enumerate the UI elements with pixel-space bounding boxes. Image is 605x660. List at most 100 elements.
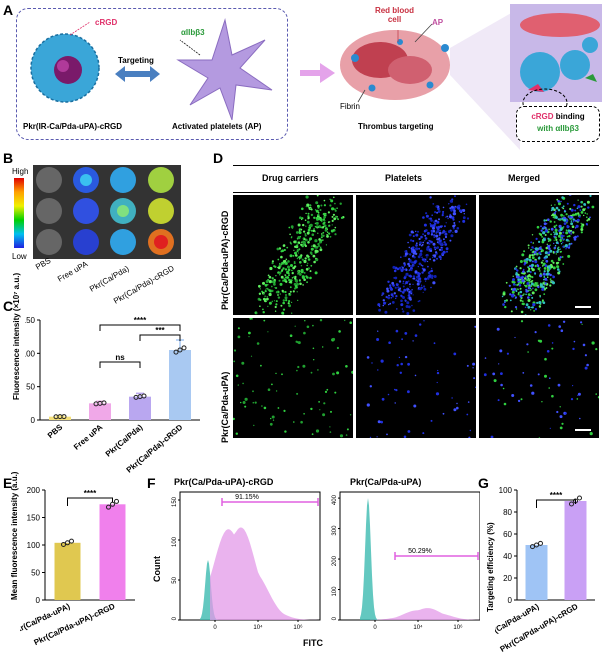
- f-title-2: Pkr(Ca/Pda-uPA): [350, 477, 422, 487]
- data-point: [65, 540, 70, 546]
- y-tick-label: 20: [503, 574, 512, 583]
- panel-d-label: D: [213, 150, 224, 166]
- micro-merged-crgd: [479, 195, 599, 315]
- significance-label: ****: [134, 316, 147, 325]
- significance-bracket: [536, 499, 576, 508]
- chart-c: 050100150PBSFree uPAPkr(Ca/Pda)Pkr(Ca/Pd…: [25, 316, 200, 475]
- x-tick-label: 10⁶: [453, 624, 463, 631]
- y-tick-label: 0: [36, 596, 41, 605]
- data-point: [106, 504, 111, 510]
- y-tick-label: 100: [332, 586, 338, 597]
- x-tick-label: 10⁴: [413, 624, 423, 631]
- fibrin-label: Fibrin: [340, 102, 361, 111]
- y-tick-label: 200: [332, 555, 338, 566]
- gate-percent: 91.15%: [235, 494, 259, 501]
- thrombus-arrow-icon: [300, 63, 335, 83]
- f-xlabel: FITC: [303, 638, 323, 648]
- d-col-merged: Merged: [508, 173, 541, 183]
- y-tick-label: 100: [27, 541, 41, 550]
- bar: [169, 350, 191, 420]
- bar: [129, 396, 151, 420]
- data-point: [538, 540, 543, 546]
- b-col-freeupa: Free uPA: [56, 259, 90, 284]
- y-tick-label: 100: [25, 349, 36, 358]
- micro-drug-crgd: [233, 195, 353, 315]
- bar: [89, 403, 111, 420]
- d-col-drug: Drug carriers: [262, 173, 319, 183]
- significance-bracket: [139, 334, 181, 341]
- y-tick-label: 0: [508, 596, 513, 605]
- integrin-label: αIIbβ3: [181, 28, 205, 37]
- significance-label: ****: [84, 489, 97, 498]
- x-tick-label: 10⁴: [253, 624, 263, 631]
- micro-platelet-upa: [356, 318, 476, 438]
- x-tick-label: Pkr(Ca/Pda-uPA)-cRGD: [33, 602, 117, 648]
- nanoparticle-label: Pkr(IR-Ca/Pda-uPA)-cRGD: [23, 122, 122, 131]
- fluorescence-image: [33, 165, 181, 259]
- panel-c-label: C: [3, 298, 14, 314]
- x-tick-label: PBS: [46, 422, 65, 440]
- significance-bracket: [67, 497, 113, 506]
- nanoparticle-icon: [30, 33, 100, 103]
- panel-g-label: G: [478, 475, 489, 491]
- panel-a-label: A: [3, 2, 14, 18]
- scale-low: Low: [12, 252, 27, 261]
- gate-percent: 50.29%: [408, 548, 432, 555]
- sample-histogram: [370, 608, 480, 620]
- ap-label: AP: [432, 18, 444, 27]
- e-ylabel: Mean fluorescence intensity (a.u.): [10, 471, 19, 600]
- chart-e: 050100150200Pkr(Ca/Pda-uPA)Pkr(Ca/Pda-uP…: [20, 486, 135, 648]
- zoom-binding-icon: [510, 4, 602, 102]
- significance-bracket: [99, 361, 141, 368]
- chart-g: 020406080100Pkr(Ca/Pda-uPA)Pkr(Ca/Pda-uP…: [495, 486, 595, 654]
- data-point: [114, 498, 119, 504]
- control-histogram: [360, 498, 380, 620]
- scale-high: High: [12, 167, 29, 176]
- d-header-box: [233, 165, 599, 193]
- color-scale-bar: [14, 178, 24, 248]
- x-tick-label: 0: [213, 625, 217, 631]
- thrombus-icon: [340, 30, 450, 100]
- micro-drug-upa: [233, 318, 353, 438]
- data-point: [141, 393, 147, 399]
- data-point: [534, 542, 539, 548]
- x-tick-label: Pkr(Ca/Pda): [104, 422, 145, 458]
- data-point: [181, 345, 187, 351]
- panel-f-label: F: [147, 475, 156, 491]
- micro-platelet-crgd: [356, 195, 476, 315]
- cRGD-label: cRGD: [95, 18, 118, 27]
- data-point: [61, 542, 66, 548]
- bar: [54, 542, 81, 600]
- y-tick-label: 150: [172, 496, 178, 507]
- significance-bracket: [99, 324, 181, 331]
- x-tick-label: 10⁶: [293, 624, 303, 631]
- y-tick-label: 300: [332, 525, 338, 536]
- y-tick-label: 50: [31, 569, 40, 578]
- sample-histogram: [210, 527, 320, 620]
- data-point: [530, 544, 535, 550]
- data-point: [569, 501, 574, 507]
- well-plate-image: [36, 167, 174, 255]
- bar: [99, 504, 126, 600]
- bar: [564, 501, 587, 600]
- y-tick-label: 60: [503, 530, 512, 539]
- bar: [525, 545, 548, 600]
- micro-merged-upa: [479, 318, 599, 438]
- y-tick-label: 100: [499, 486, 513, 495]
- data-point: [577, 495, 582, 501]
- chart-f: 0 50 100 150 0 10⁴ 10⁶ 91.15% 0 100 200 300 400 0 10⁴ 1…: [172, 491, 480, 631]
- d-col-platelets: Platelets: [385, 173, 423, 183]
- panel-e-label: E: [3, 475, 13, 491]
- y-tick-label: 0: [172, 616, 178, 620]
- g-ylabel: Targeting efficiency (%): [486, 522, 495, 612]
- x-tick-label: Free uPA: [72, 422, 104, 451]
- b-col-pkr: Pkr(Ca/Pda): [88, 263, 131, 294]
- panel-a-box: [16, 8, 288, 140]
- y-tick-label: 80: [503, 508, 512, 517]
- platelet-label: Activated platelets (AP): [172, 122, 262, 131]
- y-tick-label: 150: [25, 316, 36, 325]
- targeting-label: Targeting: [118, 56, 154, 65]
- data-point: [101, 400, 107, 406]
- y-tick-label: 400: [332, 494, 338, 505]
- d-row-upa: Pkr(Ca/Pda-uPA): [220, 371, 230, 443]
